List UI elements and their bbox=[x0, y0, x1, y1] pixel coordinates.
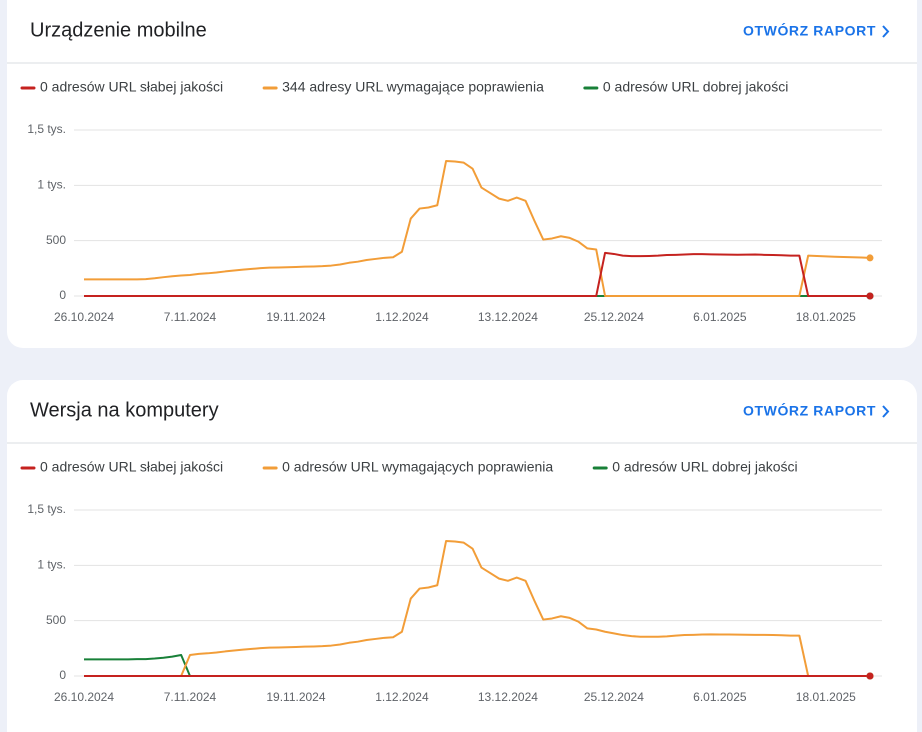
end-point bbox=[866, 292, 874, 300]
legend-label: 0 adresów URL wymagających poprawienia bbox=[282, 459, 553, 475]
x-tick-label: 19.11.2024 bbox=[266, 690, 325, 704]
open-report-link[interactable]: OTWÓRZ RAPORT bbox=[743, 22, 876, 39]
y-tick-label: 1,5 tys. bbox=[27, 122, 66, 136]
x-tick-label: 7.11.2024 bbox=[164, 690, 217, 704]
series-line bbox=[84, 251, 870, 297]
y-tick-label: 1,5 tys. bbox=[27, 502, 66, 516]
legend-label: 0 adresów URL słabej jakości bbox=[40, 79, 223, 95]
x-tick-label: 26.10.2024 bbox=[54, 310, 114, 324]
open-report-link[interactable]: OTWÓRZ RAPORT bbox=[743, 402, 876, 419]
x-tick-label: 1.12.2024 bbox=[375, 690, 429, 704]
y-tick-label: 1 tys. bbox=[37, 178, 66, 192]
x-tick-label: 7.11.2024 bbox=[164, 310, 217, 324]
end-point bbox=[866, 254, 874, 262]
y-tick-label: 0 bbox=[59, 288, 66, 302]
card-title: Urządzenie mobilne bbox=[30, 19, 207, 41]
x-tick-label: 19.11.2024 bbox=[266, 310, 325, 324]
x-tick-label: 13.12.2024 bbox=[478, 690, 538, 704]
y-tick-label: 500 bbox=[46, 233, 66, 247]
x-tick-label: 18.01.2025 bbox=[796, 310, 856, 324]
x-tick-label: 6.01.2025 bbox=[693, 310, 747, 324]
x-tick-label: 6.01.2025 bbox=[693, 690, 747, 704]
chevron-icon[interactable] bbox=[882, 25, 890, 38]
card bbox=[7, 0, 917, 348]
card-title: Wersja na komputery bbox=[30, 399, 219, 421]
x-tick-label: 25.12.2024 bbox=[584, 690, 644, 704]
series-line bbox=[84, 539, 870, 677]
x-tick-label: 13.12.2024 bbox=[478, 310, 538, 324]
end-point bbox=[866, 672, 874, 680]
x-tick-label: 18.01.2025 bbox=[796, 690, 856, 704]
y-tick-label: 1 tys. bbox=[37, 558, 66, 572]
x-tick-label: 1.12.2024 bbox=[375, 310, 429, 324]
x-tick-label: 26.10.2024 bbox=[54, 690, 114, 704]
series-line bbox=[84, 159, 871, 297]
legend-label: 0 adresów URL słabej jakości bbox=[40, 459, 223, 475]
legend-label: 0 adresów URL dobrej jakości bbox=[612, 459, 797, 475]
y-tick-label: 500 bbox=[46, 613, 66, 627]
legend-label: 344 adresy URL wymagające poprawienia bbox=[282, 79, 544, 95]
y-tick-label: 0 bbox=[59, 668, 66, 682]
chevron-icon[interactable] bbox=[882, 405, 890, 418]
x-tick-label: 25.12.2024 bbox=[584, 310, 644, 324]
card bbox=[7, 380, 917, 732]
legend-label: 0 adresów URL dobrej jakości bbox=[603, 79, 788, 95]
